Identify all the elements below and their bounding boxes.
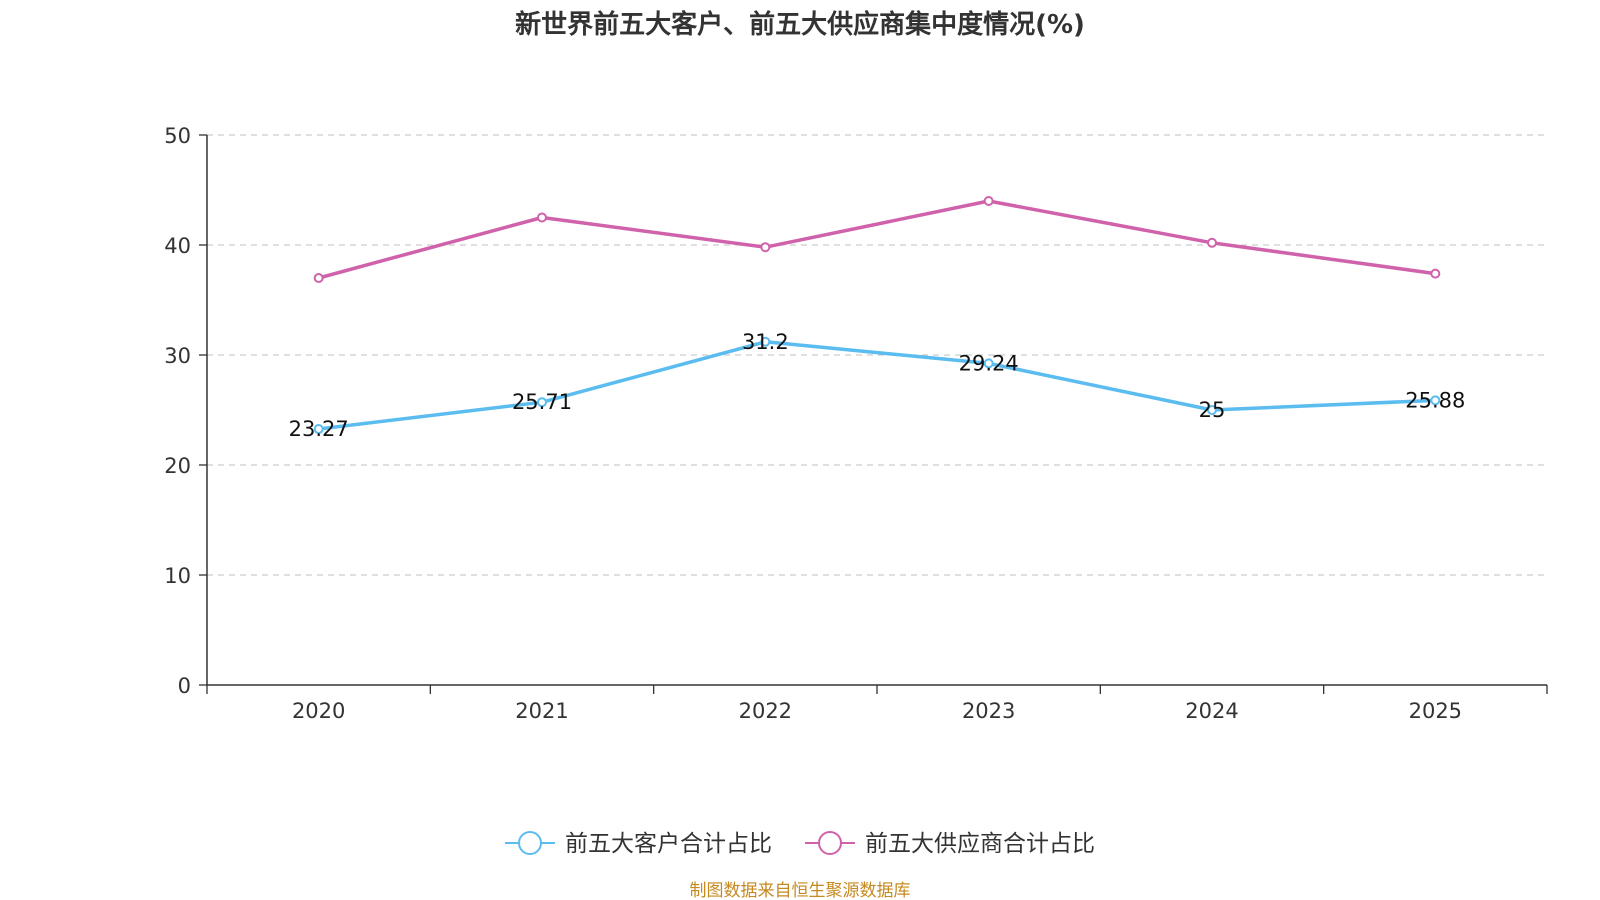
data-point[interactable] [1207,405,1217,415]
legend-suppliers-label: 前五大供应商合计占比 [865,831,1095,857]
data-label: 25.88 [1405,388,1465,412]
y-tick-label: 10 [164,564,191,588]
x-tick-label: 2023 [962,699,1015,723]
data-point[interactable] [537,212,547,223]
x-tick-label: 2020 [292,699,345,723]
data-point[interactable] [1207,237,1217,248]
y-tick-label: 20 [164,454,191,478]
data-point[interactable] [760,242,771,253]
axes [199,134,1548,694]
x-tick-label: 2022 [739,699,792,723]
data-point[interactable] [313,424,324,435]
data-point[interactable] [1430,395,1441,406]
data-point[interactable] [983,358,994,369]
data-point[interactable] [313,273,324,283]
data-label: 25.71 [512,390,572,414]
legend-customers-circle-icon [518,831,542,855]
source-note: 制图数据来自恒生聚源数据库 [690,881,911,900]
legend-suppliers-circle-icon [818,831,842,855]
data-label: 29.24 [959,351,1019,375]
x-tick-label: 2021 [515,699,568,723]
x-tick-label: 2024 [1185,699,1238,723]
x-tick-labels: 2020 2021 2022 2023 2024 2025 [292,699,1462,723]
y-tick-label: 0 [178,674,191,698]
y-tick-labels: 0 10 20 30 40 50 [164,124,191,698]
y-tick-label: 30 [164,344,191,368]
legend-item-customers[interactable]: 前五大客户合计占比 [505,831,772,857]
data-label: 23.27 [289,417,349,441]
series-line-1[interactable] [318,199,1436,280]
legend-customers-label: 前五大客户合计占比 [565,831,772,857]
series-group [313,196,1441,435]
legend-item-suppliers[interactable]: 前五大供应商合计占比 [805,831,1095,857]
data-labels: 23.27 25.71 31.2 29.24 25 25.88 [289,330,1466,441]
chart-title: 新世界前五大客户、前五大供应商集中度情况(%) [515,9,1085,40]
y-tick-label: 40 [164,234,191,258]
grid-lines [207,134,1547,576]
series-line-0[interactable] [318,340,1436,431]
data-point[interactable] [983,196,994,206]
data-label: 31.2 [742,330,789,354]
data-point[interactable] [760,336,771,347]
legend[interactable]: 前五大客户合计占比 前五大供应商合计占比 [505,831,1095,857]
y-tick-label: 50 [164,124,191,148]
data-point[interactable] [1430,268,1441,279]
x-tick-label: 2025 [1409,699,1462,723]
data-point[interactable] [537,397,547,408]
data-label: 25 [1199,398,1226,422]
